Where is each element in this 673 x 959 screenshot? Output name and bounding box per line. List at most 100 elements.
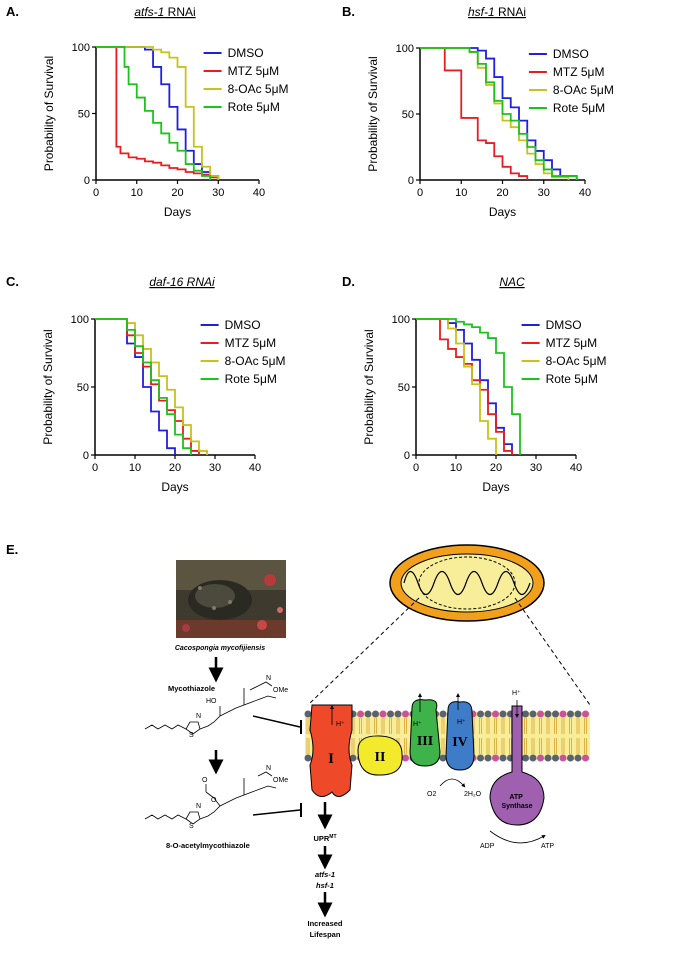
x-tick-label: 30 xyxy=(209,462,221,474)
complex-iv xyxy=(445,701,475,771)
lipid-head xyxy=(574,710,582,718)
y-axis-label: Probability of Survival xyxy=(42,56,56,171)
panel-a: A. atfs-1 RNAi 0 10 20 30 40 0 50 100 Days Probab… xyxy=(6,4,289,219)
lipid-head xyxy=(349,754,357,762)
series-line xyxy=(96,46,220,180)
panel-d-title: NAC xyxy=(499,275,525,289)
lipid-head xyxy=(477,710,484,718)
sponge-photo xyxy=(176,560,286,638)
mitochondrion xyxy=(389,544,545,622)
s-atom-2: S xyxy=(189,823,194,830)
panel-b: B. hsf-1 RNAi 0 10 20 30 40 0 50 100 Days Probabi… xyxy=(342,4,614,219)
panel-a-letter: A. xyxy=(6,4,19,19)
x-tick-label: 20 xyxy=(490,462,502,474)
y-tick-label: 50 xyxy=(398,382,410,394)
lipid-head xyxy=(357,710,364,718)
atp-label: ATP xyxy=(541,843,554,850)
legend-label: 8-OAc 5μM xyxy=(546,354,607,368)
s-atom-1: S xyxy=(189,732,194,739)
lipid-head xyxy=(559,754,567,762)
x-tick-label: 20 xyxy=(171,187,183,199)
legend-label: DMSO xyxy=(228,46,264,60)
ho-label: HO xyxy=(206,698,217,705)
y-tick-label: 100 xyxy=(71,314,89,326)
atp-synthase-label: ATP Synthase xyxy=(501,794,532,810)
x-tick-label: 0 xyxy=(93,187,99,199)
panel-b-letter: B. xyxy=(342,4,355,19)
legend-label: Rote 5μM xyxy=(546,372,598,386)
legend-label: 8-OAc 5μM xyxy=(225,354,286,368)
x-tick-label: 10 xyxy=(450,462,462,474)
n-atom-1: N xyxy=(196,713,201,720)
complex-iv-label: IV xyxy=(452,735,468,750)
sponge-caption: Cacospongia mycofijiensis xyxy=(175,645,265,652)
nh-label-2: N xyxy=(266,765,271,772)
x-tick-label: 0 xyxy=(92,462,98,474)
y-tick-label: 0 xyxy=(84,175,90,187)
lipid-head xyxy=(304,710,312,718)
mycothiazole-structure xyxy=(144,681,277,735)
lipid-head xyxy=(567,710,574,718)
x-tick-label: 30 xyxy=(538,187,550,199)
ome-label-2: OMe xyxy=(273,777,288,784)
y-tick-label: 0 xyxy=(408,175,414,187)
inhibition-line-2 xyxy=(252,809,301,816)
y-axis-label: Probability of Survival xyxy=(41,329,55,444)
lipid-head xyxy=(552,754,559,762)
y-tick-label: 50 xyxy=(77,382,89,394)
y-tick-label: 100 xyxy=(392,314,410,326)
x-tick-label: 10 xyxy=(131,187,143,199)
compound2-name: 8-O-acetylmycothiazole xyxy=(166,841,250,850)
lipid-head xyxy=(484,710,492,718)
y-tick-label: 0 xyxy=(83,450,89,462)
legend-label: Rote 5μM xyxy=(228,100,280,114)
lipid-head xyxy=(304,754,312,762)
legend-label: MTZ 5μM xyxy=(546,336,598,350)
adp-atp-arrow xyxy=(489,830,546,844)
lipid-head xyxy=(492,710,499,718)
legend-label: Rote 5μM xyxy=(553,101,605,115)
legend-label: DMSO xyxy=(225,318,261,332)
x-tick-label: 10 xyxy=(455,187,467,199)
complex-iii-label: III xyxy=(417,734,433,749)
lipid-head xyxy=(387,710,394,718)
x-axis-label: Days xyxy=(482,480,509,494)
zoom-line-left xyxy=(307,597,420,706)
lipid-head xyxy=(402,710,409,718)
lipid-head xyxy=(364,710,372,718)
lifespan-label: Lifespan xyxy=(310,930,341,939)
x-tick-label: 30 xyxy=(212,187,224,199)
upr-label: UPRMT xyxy=(313,834,336,843)
panel-b-title: hsf-1 RNAi xyxy=(468,5,526,19)
series-line xyxy=(416,318,521,455)
x-axis-label: Days xyxy=(161,480,188,494)
x-tick-label: 20 xyxy=(169,462,181,474)
legend-label: MTZ 5μM xyxy=(225,336,277,350)
legend-label: Rote 5μM xyxy=(225,372,277,386)
zoom-line-right xyxy=(514,597,591,706)
panel-c-title: daf-16 RNAi xyxy=(149,275,215,289)
carbonyl-o: O xyxy=(202,777,208,784)
lipid-head xyxy=(522,710,529,718)
y-tick-label: 50 xyxy=(402,109,414,121)
series-line xyxy=(416,318,497,455)
x-tick-label: 20 xyxy=(496,187,508,199)
compound1-name: Mycothiazole xyxy=(168,684,215,693)
x-axis-label: Days xyxy=(164,205,191,219)
x-tick-label: 0 xyxy=(417,187,423,199)
proton-atp: H⁺ xyxy=(512,690,521,697)
y-tick-label: 50 xyxy=(78,109,90,121)
lipid-head xyxy=(559,710,567,718)
lipid-head xyxy=(537,754,544,762)
series-line xyxy=(96,46,220,180)
x-tick-label: 30 xyxy=(530,462,542,474)
h2o-label: 2H₂O xyxy=(464,791,482,798)
lipid-head xyxy=(552,710,559,718)
lipid-head xyxy=(529,710,537,718)
lipid-head xyxy=(567,754,574,762)
y-axis-label: Probability of Survival xyxy=(362,329,376,444)
x-tick-label: 40 xyxy=(253,187,265,199)
series-line xyxy=(95,318,192,455)
lipid-head xyxy=(529,754,537,762)
lipid-head xyxy=(499,710,507,718)
